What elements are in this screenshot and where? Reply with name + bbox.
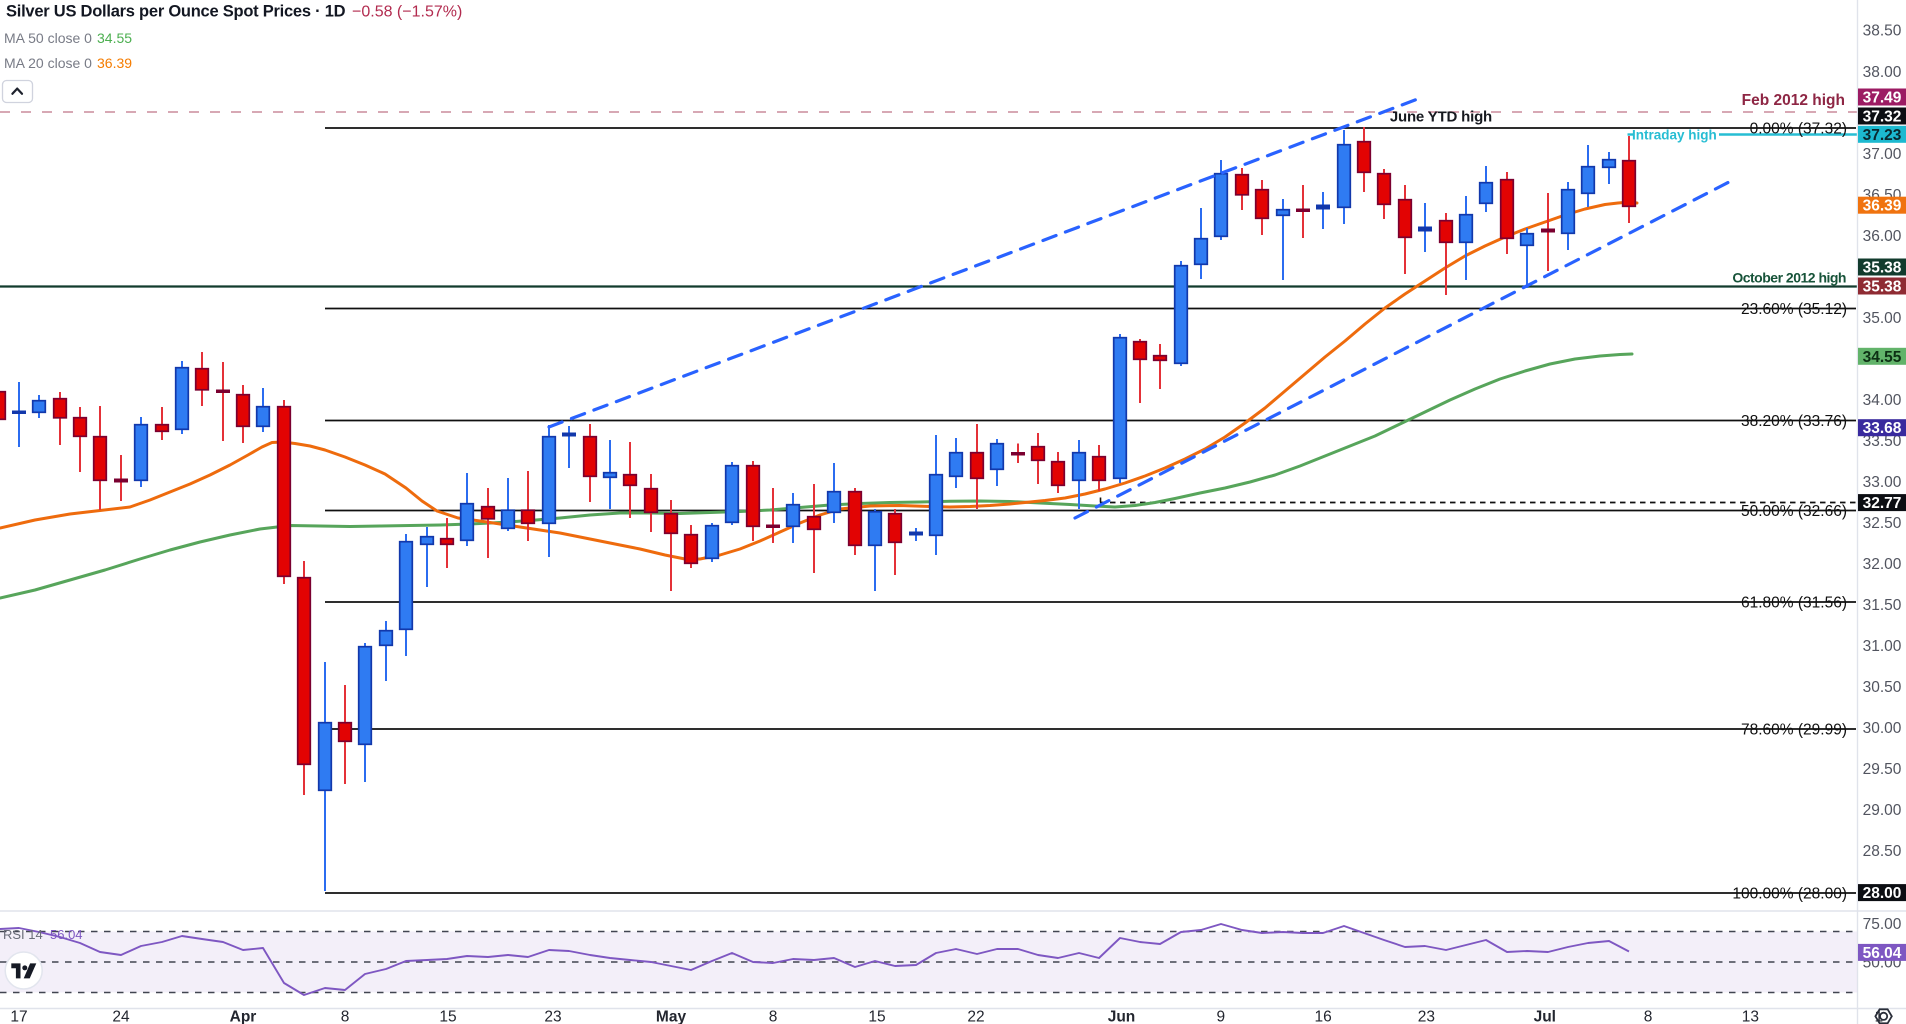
svg-text:MA 20 close 0: MA 20 close 0	[4, 55, 92, 71]
svg-text:61.80% (31.56): 61.80% (31.56)	[1741, 595, 1847, 612]
svg-text:34.55: 34.55	[1863, 349, 1902, 366]
svg-text:33.68: 33.68	[1863, 420, 1902, 437]
svg-text:34.00: 34.00	[1863, 392, 1902, 409]
svg-text:36.39: 36.39	[1863, 198, 1902, 215]
svg-text:28.50: 28.50	[1863, 843, 1902, 860]
svg-text:56.04: 56.04	[1863, 945, 1902, 962]
svg-text:8: 8	[769, 1009, 778, 1024]
svg-text:15: 15	[439, 1009, 456, 1024]
svg-text:Feb 2012 high: Feb 2012 high	[1742, 92, 1845, 109]
svg-text:23.60% (35.12): 23.60% (35.12)	[1741, 301, 1847, 318]
svg-text:33.00: 33.00	[1863, 474, 1902, 491]
svg-text:29.50: 29.50	[1863, 761, 1902, 778]
svg-text:RSI 14: RSI 14	[3, 927, 43, 942]
svg-text:13: 13	[1742, 1009, 1759, 1024]
svg-text:29.00: 29.00	[1863, 802, 1902, 819]
svg-text:37.00: 37.00	[1863, 146, 1902, 163]
svg-text:−0.58 (−1.57%): −0.58 (−1.57%)	[352, 4, 462, 21]
svg-text:8: 8	[1644, 1009, 1653, 1024]
svg-text:78.60% (29.99): 78.60% (29.99)	[1741, 722, 1847, 739]
svg-text:38.50: 38.50	[1863, 23, 1902, 40]
svg-text:35.00: 35.00	[1863, 310, 1902, 327]
svg-text:31.00: 31.00	[1863, 638, 1902, 655]
svg-text:24: 24	[112, 1009, 130, 1024]
svg-text:June YTD high: June YTD high	[1390, 109, 1492, 126]
svg-text:0.00% (37.32): 0.00% (37.32)	[1750, 121, 1847, 138]
svg-text:36.39: 36.39	[97, 55, 132, 71]
svg-text:35.38: 35.38	[1863, 279, 1902, 296]
svg-text:Intraday high: Intraday high	[1632, 128, 1717, 143]
svg-text:35.38: 35.38	[1863, 260, 1902, 277]
svg-text:17: 17	[10, 1009, 27, 1024]
svg-text:23: 23	[1418, 1009, 1435, 1024]
svg-text:23: 23	[544, 1009, 561, 1024]
svg-text:75.00: 75.00	[1863, 916, 1902, 933]
svg-text:37.32: 37.32	[1863, 109, 1902, 126]
svg-text:32.77: 32.77	[1863, 495, 1902, 512]
svg-text:1: 1	[1874, 1009, 1883, 1024]
svg-text:Apr: Apr	[230, 1009, 257, 1024]
svg-text:8: 8	[341, 1009, 350, 1024]
svg-text:56.04: 56.04	[50, 927, 83, 942]
svg-text:36.00: 36.00	[1863, 228, 1902, 245]
svg-text:15: 15	[868, 1009, 885, 1024]
svg-text:May: May	[656, 1009, 687, 1024]
svg-text:32.00: 32.00	[1863, 556, 1902, 573]
svg-text:Silver US Dollars per Ounce Sp: Silver US Dollars per Ounce Spot Prices …	[6, 3, 346, 21]
svg-text:Jul: Jul	[1534, 1009, 1556, 1024]
svg-text:Jun: Jun	[1108, 1009, 1136, 1024]
svg-text:16: 16	[1314, 1009, 1331, 1024]
svg-text:30.00: 30.00	[1863, 720, 1902, 737]
svg-text:37.23: 37.23	[1863, 127, 1902, 144]
svg-text:30.50: 30.50	[1863, 679, 1902, 696]
svg-text:31.50: 31.50	[1863, 597, 1902, 614]
svg-text:32.50: 32.50	[1863, 515, 1902, 532]
svg-text:38.20% (33.76): 38.20% (33.76)	[1741, 413, 1847, 430]
svg-text:37.49: 37.49	[1863, 90, 1902, 107]
svg-text:9: 9	[1216, 1009, 1225, 1024]
svg-text:100.00% (28.00): 100.00% (28.00)	[1732, 886, 1847, 903]
svg-text:MA 50 close 0: MA 50 close 0	[4, 30, 92, 46]
svg-text:33.50: 33.50	[1863, 433, 1902, 450]
svg-text:22: 22	[967, 1009, 984, 1024]
svg-text:50.00% (32.66): 50.00% (32.66)	[1741, 503, 1847, 520]
svg-text:28.00: 28.00	[1863, 885, 1902, 902]
svg-text:38.00: 38.00	[1863, 64, 1902, 81]
svg-text:34.55: 34.55	[97, 30, 132, 46]
svg-text:October 2012 high: October 2012 high	[1732, 270, 1846, 286]
